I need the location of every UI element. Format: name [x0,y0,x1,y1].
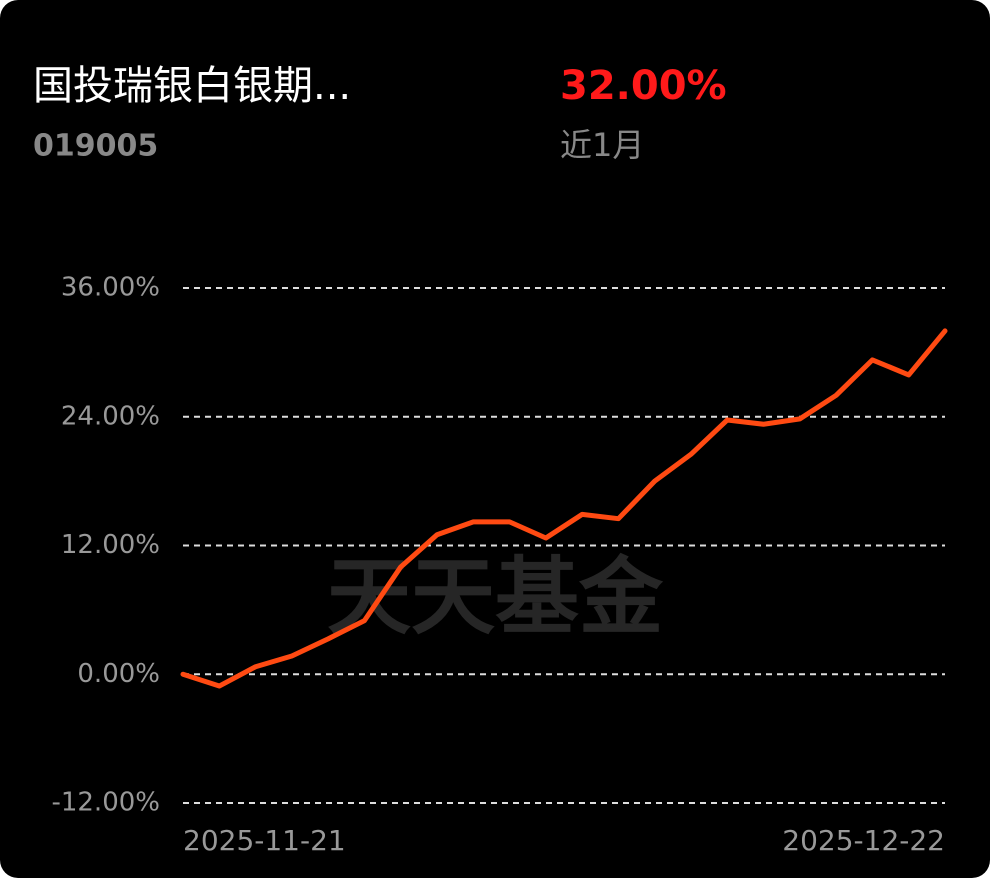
y-tick-label: 0.00% [77,659,160,689]
fund-name: 国投瑞银白银期... [33,63,351,109]
y-tick-label: -12.00% [51,788,160,818]
fund-code: 019005 [33,129,158,164]
y-tick-label: 36.00% [61,273,160,303]
y-tick-label: 24.00% [61,401,160,431]
x-tick-label: 2025-11-21 [183,824,346,857]
y-tick-label: 12.00% [61,530,160,560]
data-line [180,328,948,689]
period-label: 近1月 [560,126,644,164]
return-value: 32.00% [560,63,727,109]
x-tick-label: 2025-12-22 [782,824,945,857]
